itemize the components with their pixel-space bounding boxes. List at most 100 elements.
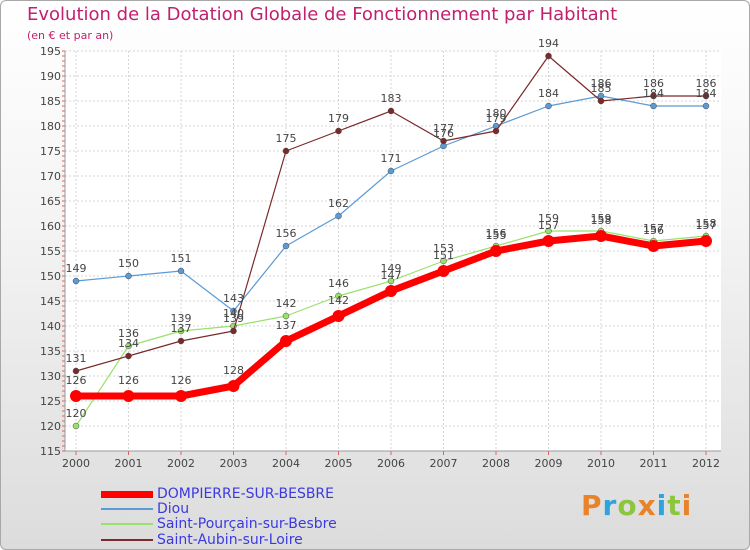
data-label: 134 — [118, 337, 139, 350]
x-tick-label: 2011 — [640, 457, 668, 470]
y-tick-label: 150 — [40, 270, 61, 283]
data-point — [72, 422, 80, 430]
chart-title: Evolution de la Dotation Globale de Fonc… — [27, 4, 618, 25]
data-label: 140 — [223, 307, 244, 320]
data-label: 126 — [66, 374, 87, 387]
data-point — [177, 267, 185, 275]
y-tick-label: 170 — [40, 170, 61, 183]
data-point — [282, 242, 290, 250]
chart-subtitle: (en € et par an) — [27, 29, 114, 42]
data-label: 155 — [486, 229, 507, 242]
data-point — [230, 327, 237, 335]
data-label: 143 — [223, 292, 244, 305]
data-point — [335, 292, 342, 300]
y-tick-label: 175 — [40, 145, 61, 158]
data-label: 149 — [66, 262, 87, 275]
logo-letter: r — [602, 489, 618, 522]
data-label: 177 — [433, 122, 454, 135]
data-label: 179 — [486, 112, 507, 125]
data-point — [492, 127, 500, 135]
data-label: 126 — [118, 374, 139, 387]
data-label: 146 — [328, 277, 349, 290]
legend-item: Diou — [101, 501, 189, 517]
legend-label: Saint-Pourçain-sur-Besbre — [157, 516, 337, 532]
data-point — [545, 52, 552, 60]
data-label: 142 — [328, 294, 349, 307]
data-label: 139 — [223, 312, 244, 325]
data-label: 180 — [486, 107, 507, 120]
data-label: 157 — [643, 222, 664, 235]
data-point — [177, 327, 185, 335]
data-label: 179 — [328, 112, 349, 125]
data-label: 126 — [171, 374, 192, 387]
data-point — [440, 257, 447, 265]
y-tick-label: 185 — [40, 95, 61, 108]
data-point — [542, 235, 555, 247]
data-label: 184 — [538, 87, 559, 100]
y-tick-label: 195 — [40, 45, 61, 58]
data-point — [70, 390, 82, 402]
legend-item: DOMPIERRE-SUR-BESBRE — [101, 486, 334, 502]
y-tick-label: 130 — [40, 370, 61, 383]
logo-letter: t — [667, 489, 682, 522]
data-point — [282, 312, 290, 320]
data-label: 151 — [171, 252, 192, 265]
legend-item: Saint-Aubin-sur-Loire — [101, 532, 303, 548]
data-label: 159 — [538, 212, 559, 225]
data-label: 158 — [696, 217, 717, 230]
data-label: 186 — [696, 77, 717, 90]
x-tick-label: 2012 — [692, 457, 720, 470]
data-label: 153 — [433, 242, 454, 255]
x-tick-label: 2008 — [482, 457, 510, 470]
legend-swatch — [101, 523, 153, 525]
x-tick-label: 2000 — [62, 457, 90, 470]
data-point — [700, 235, 712, 247]
data-point — [595, 230, 607, 242]
x-tick-label: 2002 — [167, 457, 195, 470]
data-point — [702, 102, 710, 110]
y-tick-label: 120 — [40, 420, 61, 433]
data-label: 186 — [643, 77, 664, 90]
x-tick-label: 2003 — [220, 457, 248, 470]
data-point — [72, 277, 80, 285]
data-label: 183 — [381, 92, 402, 105]
proxiti-logo: Proxiti — [581, 489, 692, 522]
data-label: 151 — [433, 249, 454, 262]
legend-swatch — [101, 508, 153, 510]
data-point — [122, 390, 135, 402]
y-tick-label: 180 — [40, 120, 61, 133]
data-point — [440, 137, 447, 145]
legend-label: DOMPIERRE-SUR-BESBRE — [157, 486, 335, 502]
legend-item: Saint-Pourçain-sur-Besbre — [101, 516, 337, 532]
legend-swatch — [101, 539, 153, 541]
legend-label: Saint-Aubin-sur-Loire — [157, 532, 303, 548]
x-tick-label: 2010 — [587, 457, 615, 470]
y-tick-label: 160 — [40, 220, 61, 233]
data-point — [387, 277, 395, 285]
y-tick-label: 135 — [40, 345, 61, 358]
data-point — [175, 390, 187, 402]
y-tick-label: 115 — [40, 445, 61, 458]
x-tick-label: 2006 — [377, 457, 405, 470]
legend-swatch — [101, 490, 153, 498]
data-label: 176 — [433, 127, 454, 140]
y-tick-label: 190 — [40, 70, 61, 83]
data-label: 156 — [643, 224, 664, 237]
data-point — [227, 380, 240, 392]
logo-letter: x — [637, 489, 657, 522]
data-label: 149 — [381, 262, 402, 275]
data-label: 175 — [276, 132, 297, 145]
data-label: 150 — [118, 257, 139, 270]
data-label: 184 — [643, 87, 664, 100]
data-label: 184 — [696, 87, 717, 100]
data-point — [387, 107, 395, 115]
logo-letter: o — [617, 489, 638, 522]
y-tick-label: 155 — [40, 245, 61, 258]
y-tick-label: 140 — [40, 320, 61, 333]
data-point — [230, 307, 237, 315]
data-label: 137 — [171, 322, 192, 335]
data-point — [280, 335, 292, 347]
data-point — [335, 127, 342, 135]
data-label: 171 — [381, 152, 402, 165]
y-tick-label: 125 — [40, 395, 61, 408]
